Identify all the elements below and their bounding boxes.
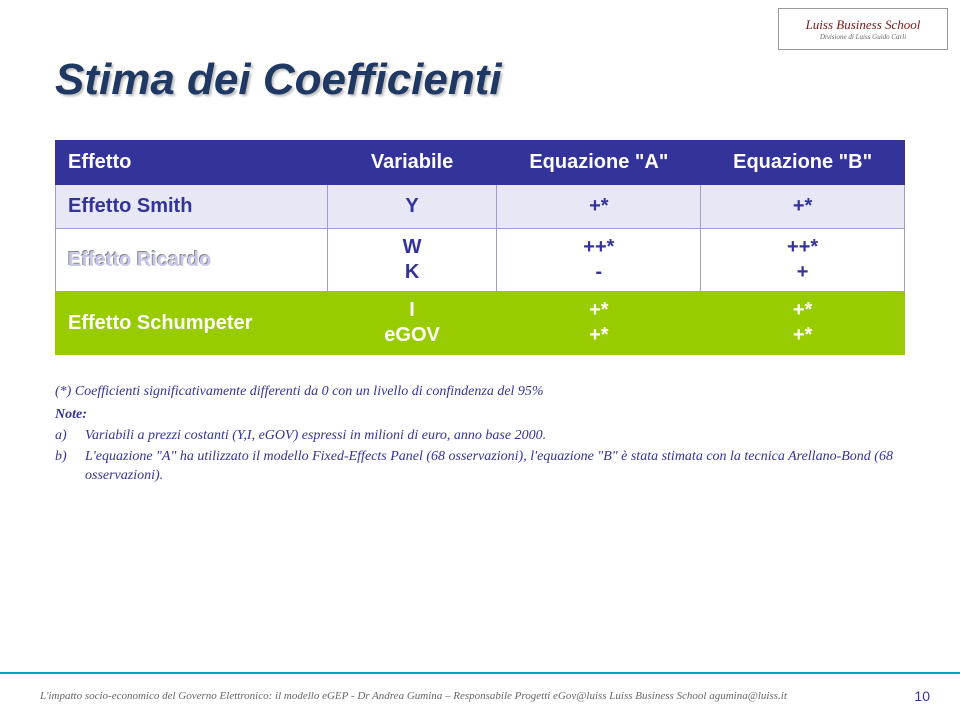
note-a: a) Variabili a prezzi costanti (Y,I, eGO… [55,427,905,446]
footer-text: L'impatto socio-economico del Governo El… [40,690,787,702]
ricardo-a1: ++* [509,235,688,260]
ricardo-var: W K [327,229,497,292]
schumpeter-b: +* +* [701,292,905,355]
ricardo-a2: - [509,260,688,285]
logo: Luiss Business School Divisione di Luiss… [778,8,948,50]
note-b-bullet: b) [55,448,85,486]
schumpeter-b2: +* [713,323,892,348]
note-b: b) L'equazione "A" ha utilizzato il mode… [55,448,905,486]
note-a-bullet: a) [55,427,85,446]
row-smith: Effetto Smith Y +* +* [56,185,905,229]
schumpeter-a1: +* [509,298,688,323]
table-header-row: Effetto Variabile Equazione "A" Equazion… [56,141,905,185]
ricardo-label: Effetto Ricardo [56,229,328,292]
logo-line1: Luiss Business School [806,17,921,33]
row-schumpeter: Effetto Schumpeter I eGOV +* +* [56,292,905,355]
smith-label: Effetto Smith [56,185,328,229]
ricardo-b: ++* + [701,229,905,292]
page-number: 10 [914,688,930,704]
smith-b: +* [701,185,905,229]
col-eq-b: Equazione "B" [701,141,905,185]
ricardo-var2: K [340,260,485,285]
schumpeter-var1: I [340,298,485,323]
ricardo-a: ++* - [497,229,701,292]
note-heading: Note: [55,406,905,425]
row-ricardo: Effetto Ricardo W K ++* - [56,229,905,292]
schumpeter-a2: +* [509,323,688,348]
slide: Luiss Business School Divisione di Luiss… [0,0,960,718]
col-eq-a: Equazione "A" [497,141,701,185]
ricardo-var1: W [340,235,485,260]
schumpeter-label: Effetto Schumpeter [56,292,328,355]
schumpeter-var2: eGOV [340,323,485,348]
schumpeter-a: +* +* [497,292,701,355]
schumpeter-var: I eGOV [327,292,497,355]
logo-line2: Divisione di Luiss Guido Carli [820,33,906,41]
coefficients-table: Effetto Variabile Equazione "A" Equazion… [55,140,905,355]
col-variable: Variabile [327,141,497,185]
schumpeter-b1: +* [713,298,892,323]
smith-var: Y [327,185,497,229]
notes: (*) Coefficienti significativamente diff… [55,383,905,485]
smith-a: +* [497,185,701,229]
col-effect: Effetto [56,141,328,185]
page-title: Stima dei Coefficienti [55,55,960,105]
ricardo-b2: + [713,260,892,285]
ricardo-b1: ++* [713,235,892,260]
footer: L'impatto socio-economico del Governo El… [0,672,960,718]
note-significance: (*) Coefficienti significativamente diff… [55,383,905,402]
note-a-text: Variabili a prezzi costanti (Y,I, eGOV) … [85,427,905,446]
note-b-text: L'equazione "A" ha utilizzato il modello… [85,448,905,486]
table: Effetto Variabile Equazione "A" Equazion… [55,140,905,355]
